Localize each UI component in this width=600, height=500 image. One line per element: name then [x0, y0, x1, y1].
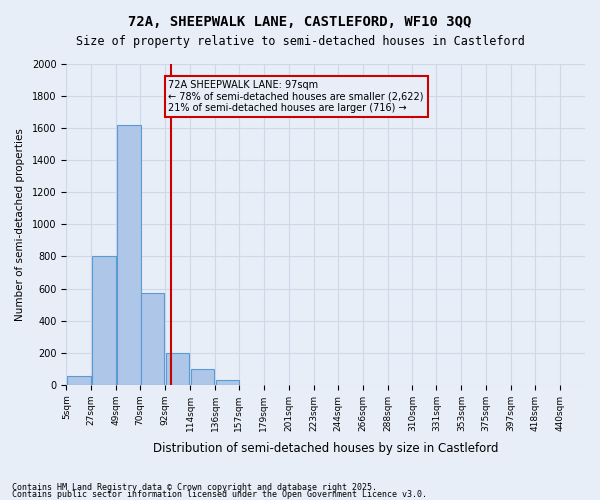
Bar — [191, 369, 214, 385]
Text: 72A, SHEEPWALK LANE, CASTLEFORD, WF10 3QQ: 72A, SHEEPWALK LANE, CASTLEFORD, WF10 3Q… — [128, 15, 472, 29]
Y-axis label: Number of semi-detached properties: Number of semi-detached properties — [15, 128, 25, 321]
Bar — [67, 376, 91, 385]
Text: 72A SHEEPWALK LANE: 97sqm
← 78% of semi-detached houses are smaller (2,622)
21% : 72A SHEEPWALK LANE: 97sqm ← 78% of semi-… — [169, 80, 424, 113]
Text: Size of property relative to semi-detached houses in Castleford: Size of property relative to semi-detach… — [76, 35, 524, 48]
Bar — [215, 380, 239, 385]
X-axis label: Distribution of semi-detached houses by size in Castleford: Distribution of semi-detached houses by … — [153, 442, 499, 455]
Text: Contains public sector information licensed under the Open Government Licence v3: Contains public sector information licen… — [12, 490, 427, 499]
Text: Contains HM Land Registry data © Crown copyright and database right 2025.: Contains HM Land Registry data © Crown c… — [12, 484, 377, 492]
Bar — [117, 125, 140, 385]
Bar — [166, 352, 190, 385]
Bar — [140, 292, 164, 385]
Bar — [92, 256, 116, 385]
